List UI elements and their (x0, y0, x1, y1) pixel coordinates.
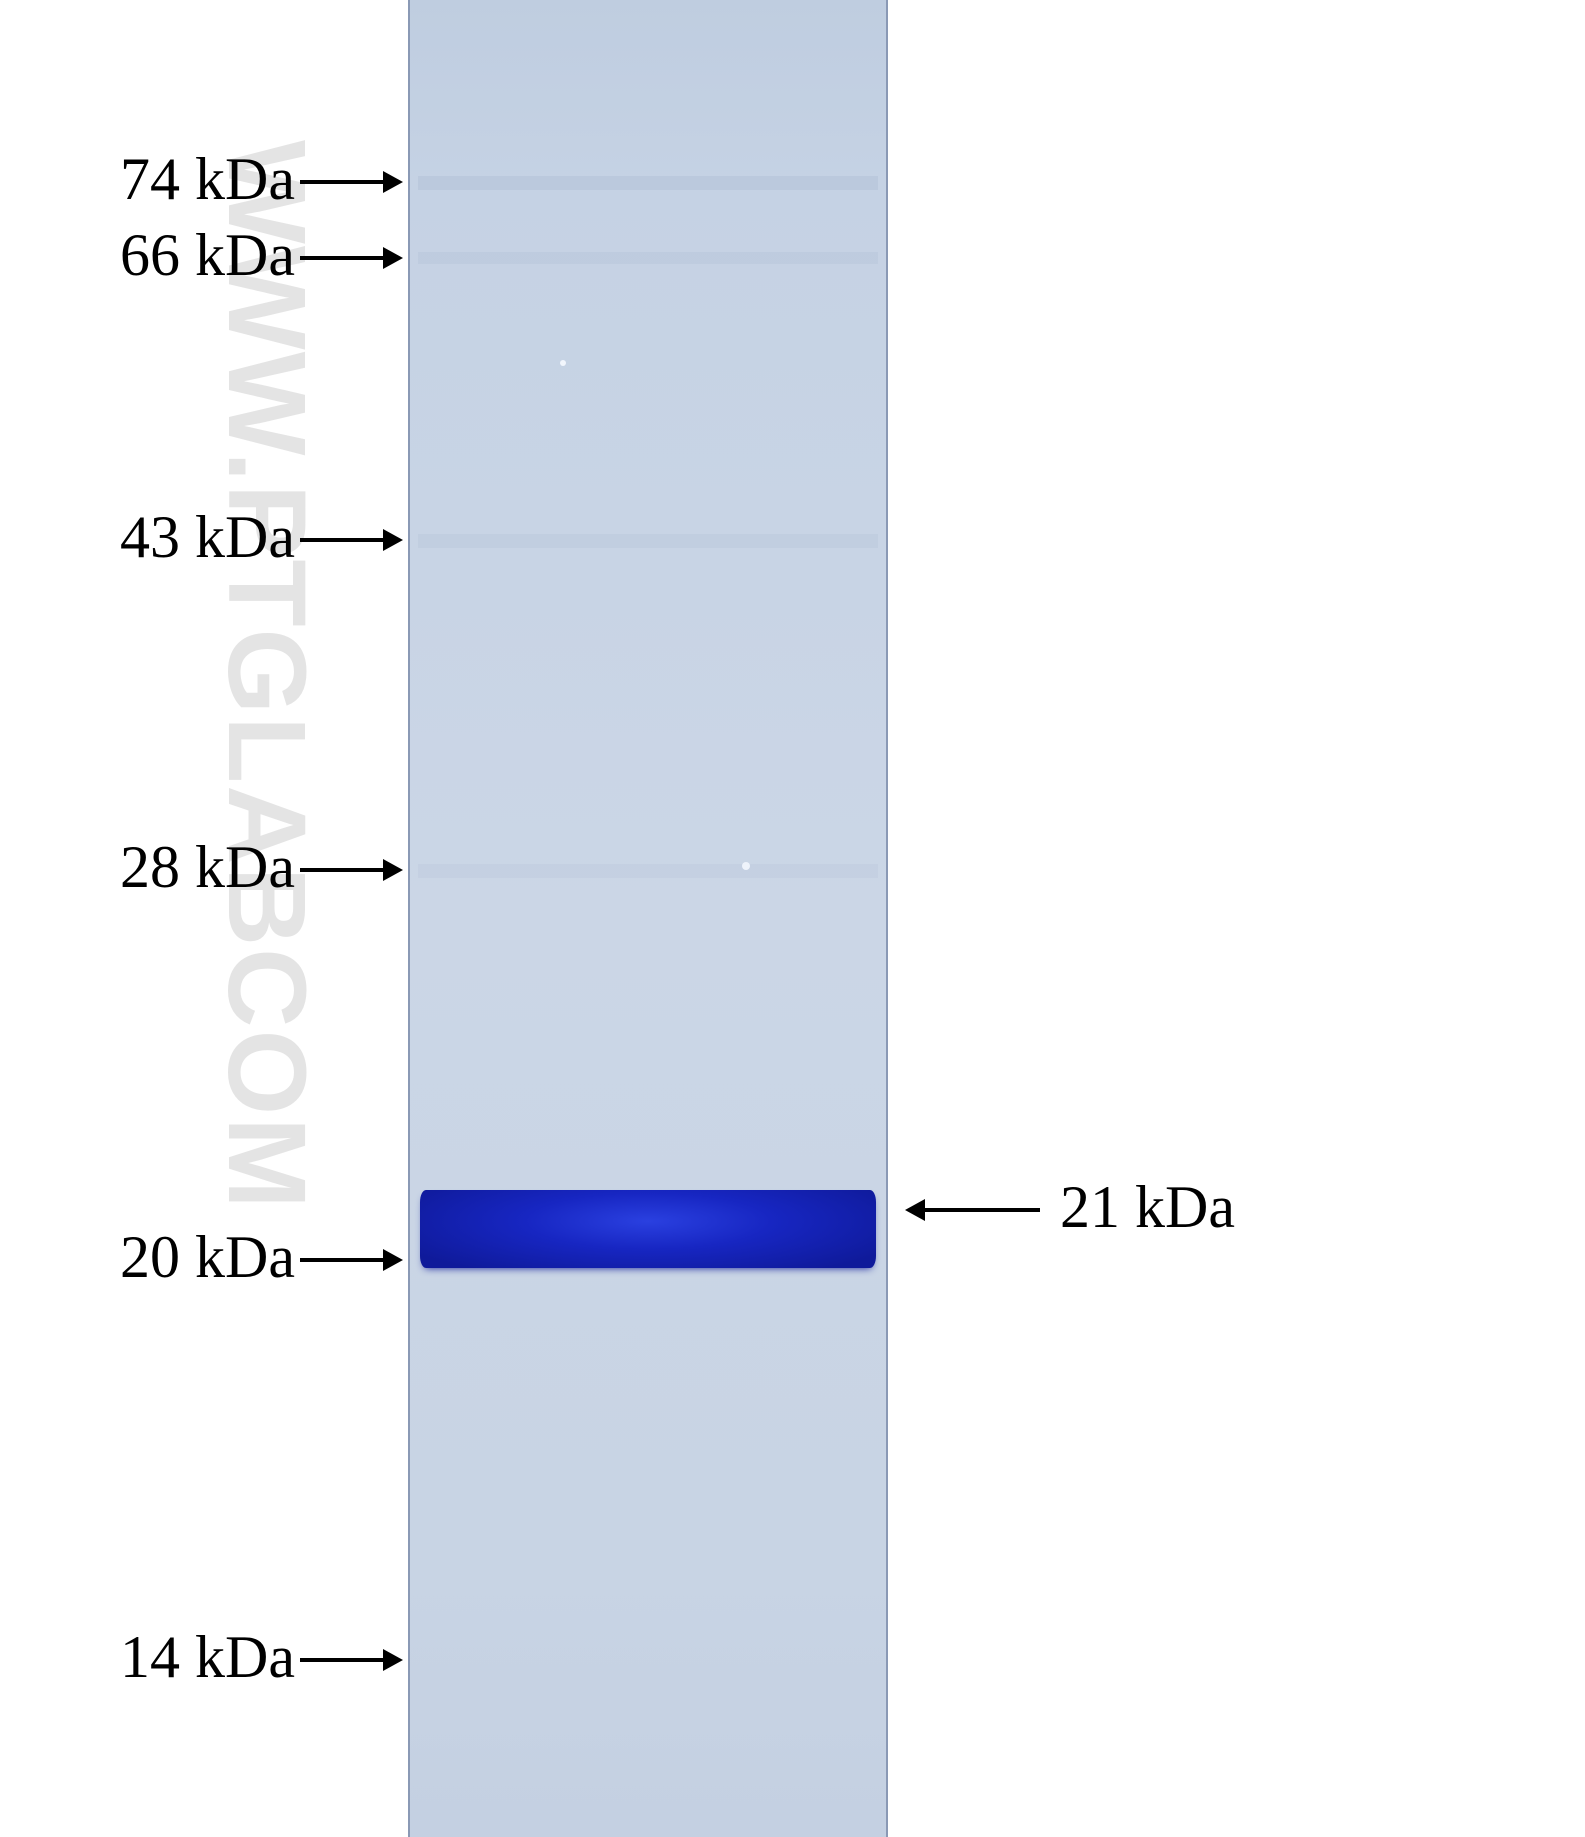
arrow-right-icon (298, 520, 405, 560)
marker-label-right-0: 21 kDa (1060, 1173, 1235, 1242)
gel-lane (408, 0, 888, 1837)
speck-0 (560, 360, 566, 366)
arrow-right-icon (298, 1640, 405, 1680)
speck-1 (742, 862, 750, 870)
marker-label-left-1: 66 kDa (120, 221, 295, 290)
arrow-right-icon (298, 1240, 405, 1280)
faint-band-2 (418, 534, 878, 548)
faint-band-0 (418, 176, 878, 190)
marker-label-left-3: 28 kDa (120, 833, 295, 902)
marker-label-left-4: 20 kDa (120, 1223, 295, 1292)
watermark-text: WWW.PTGLABCOM (203, 140, 330, 1211)
arrow-right-icon (298, 238, 405, 278)
protein-band-21kda (420, 1190, 876, 1268)
marker-label-left-5: 14 kDa (120, 1623, 295, 1692)
marker-label-left-2: 43 kDa (120, 503, 295, 572)
arrow-left-icon (903, 1190, 1042, 1230)
faint-band-3 (418, 864, 878, 878)
marker-label-left-0: 74 kDa (120, 145, 295, 214)
arrow-right-icon (298, 162, 405, 202)
arrow-right-icon (298, 850, 405, 890)
faint-band-1 (418, 252, 878, 264)
